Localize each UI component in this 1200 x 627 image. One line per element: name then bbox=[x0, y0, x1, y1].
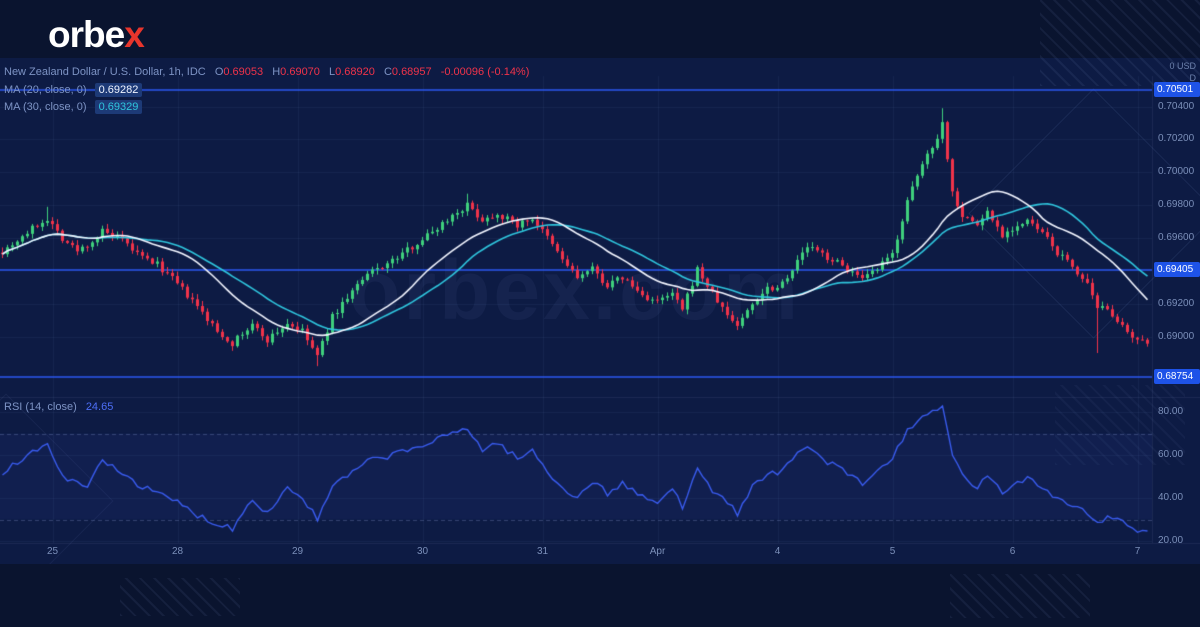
logo-text: orbe bbox=[48, 14, 125, 55]
rsi-tick-label: 60.00 bbox=[1158, 449, 1184, 460]
price-tick-label: 0.70400 bbox=[1158, 100, 1195, 112]
ma20-value: 0.69282 bbox=[94, 83, 143, 97]
price-scale-header: 0 USD D bbox=[1169, 60, 1196, 84]
logo-accent-x: x bbox=[124, 14, 145, 55]
symbol-status-line: New Zealand Dollar / U.S. Dollar, 1h, ID… bbox=[4, 66, 529, 78]
time-tick-label: Apr bbox=[649, 546, 666, 557]
price-tick-label: 0.69600 bbox=[1158, 232, 1195, 244]
ma30-label: MA (30, close, 0) bbox=[4, 101, 87, 113]
time-tick-label: 31 bbox=[536, 546, 549, 557]
price-tick-label: 0.69200 bbox=[1158, 297, 1195, 309]
price-level-tag[interactable]: 0.69405 bbox=[1154, 262, 1200, 278]
time-tick-label: 29 bbox=[291, 546, 304, 557]
ohlc-low-value: 0.68920 bbox=[335, 66, 375, 78]
price-tick-label: 0.69800 bbox=[1158, 199, 1195, 211]
price-level-tag[interactable]: 0.70501 bbox=[1154, 82, 1200, 97]
symbol-title: New Zealand Dollar / U.S. Dollar, 1h, ID… bbox=[4, 66, 206, 78]
ohlc-low-label: L bbox=[328, 66, 336, 78]
rsi-value: 24.65 bbox=[85, 401, 114, 413]
time-tick-label: 6 bbox=[1009, 546, 1016, 557]
time-tick-label: 4 bbox=[774, 546, 781, 557]
ma30-value: 0.69329 bbox=[94, 100, 143, 114]
time-tick-label: 7 bbox=[1134, 546, 1141, 557]
time-tick-label: 30 bbox=[416, 546, 429, 557]
ohlc-high-label: H bbox=[272, 66, 281, 78]
time-tick-label: 28 bbox=[171, 546, 184, 557]
rsi-tick-label: 80.00 bbox=[1158, 406, 1184, 417]
ohlc-close-label: C bbox=[383, 66, 392, 78]
rsi-tick-label: 40.00 bbox=[1158, 492, 1184, 503]
rsi-label: RSI (14, close) bbox=[4, 401, 77, 413]
ohlc-open-value: 0.69053 bbox=[223, 66, 264, 78]
price-tick-label: 0.69000 bbox=[1158, 330, 1195, 342]
price-tick-label: 0.70000 bbox=[1158, 166, 1195, 178]
ma30-status-line: MA (30, close, 0) 0.69329 bbox=[4, 100, 143, 114]
price-tick-label: 0.70200 bbox=[1158, 133, 1195, 145]
ohlc-high-value: 0.69070 bbox=[280, 66, 320, 78]
price-level-tag[interactable]: 0.68754 bbox=[1154, 369, 1200, 384]
ohlc-open-label: O bbox=[214, 66, 224, 78]
price-scale-header-text: 0 USD bbox=[1169, 61, 1196, 71]
rsi-tick-label: 20.00 bbox=[1158, 535, 1184, 546]
price-scale-mode: D bbox=[1189, 73, 1197, 83]
orbex-logo: orbex bbox=[48, 14, 145, 56]
ohlc-close-value: 0.68957 bbox=[391, 66, 432, 78]
time-tick-label: 25 bbox=[46, 546, 59, 557]
rsi-status-line: RSI (14, close) 24.65 bbox=[4, 401, 113, 413]
ohlc-change: -0.00096 (-0.14%) bbox=[440, 66, 530, 78]
ma20-label: MA (20, close, 0) bbox=[4, 84, 87, 96]
time-tick-label: 5 bbox=[889, 546, 896, 557]
ma20-status-line: MA (20, close, 0) 0.69282 bbox=[4, 83, 143, 97]
